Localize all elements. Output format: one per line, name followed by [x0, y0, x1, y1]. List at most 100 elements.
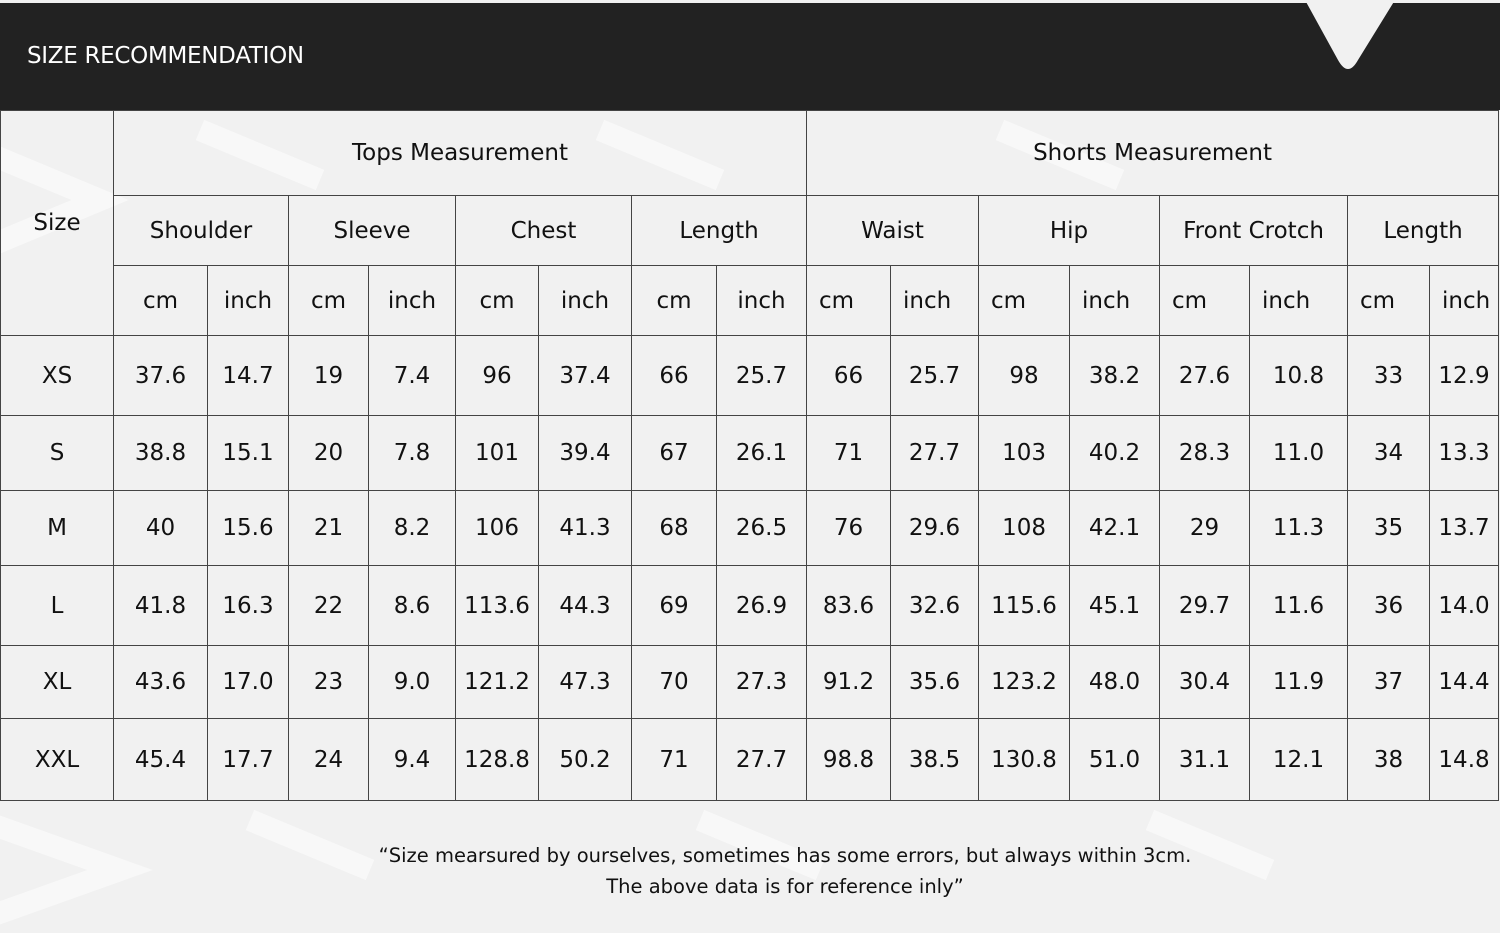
value-cell: 25.7 [890, 335, 980, 416]
value-cell: 14.8 [1429, 718, 1500, 801]
value-cell: 12.1 [1249, 718, 1349, 801]
value-cell: 101 [455, 415, 539, 491]
value-cell: 15.1 [207, 415, 289, 491]
unit-header: inch [890, 265, 980, 336]
value-cell: 11.3 [1249, 490, 1349, 566]
value-cell: 40 [113, 490, 208, 566]
value-cell: 106 [455, 490, 539, 566]
value-cell: 123.2 [978, 645, 1071, 719]
value-cell: 21 [288, 490, 369, 566]
value-cell: 11.9 [1249, 645, 1349, 719]
table-row: L 41.8 16.3 22 8.6 113.6 44.3 69 26.9 83.6 32.6 115… [0, 565, 1500, 646]
unit-header: cm [1159, 265, 1251, 336]
value-cell: 14.0 [1429, 565, 1500, 646]
group-header-row: Size Tops Measurement Shorts Measurement [0, 110, 1500, 336]
value-cell: 130.8 [978, 718, 1071, 801]
unit-header-row: cm inch cm inch cm inch cm inch cm inch cm inch cm in… [1, 265, 1500, 336]
value-cell: 7.8 [368, 415, 456, 491]
value-cell: 66 [631, 335, 717, 416]
value-cell: 30.4 [1159, 645, 1251, 719]
group-header: Tops Measurement [112, 110, 808, 196]
value-cell: 31.1 [1159, 718, 1251, 801]
value-cell: 29 [1159, 490, 1251, 566]
value-cell: 15.6 [207, 490, 289, 566]
value-cell: 45.4 [113, 718, 208, 801]
value-cell: 37.4 [538, 335, 632, 416]
value-cell: 103 [978, 415, 1071, 491]
value-cell: 39.4 [538, 415, 632, 491]
table-row: XS 37.6 14.7 19 7.4 96 37.4 66 25.7 66 25.7 98 38.2 2… [0, 335, 1500, 416]
unit-header: cm [113, 265, 208, 336]
size-column-header: Size [0, 110, 114, 336]
value-cell: 8.6 [368, 565, 456, 646]
value-cell: 38 [1347, 718, 1431, 801]
value-cell: 38.2 [1069, 335, 1161, 416]
value-cell: 47.3 [538, 645, 632, 719]
value-cell: 26.1 [715, 415, 808, 491]
value-cell: 26.5 [715, 490, 808, 566]
disclaimer-note: “Size mearsured by ourselves, sometimes … [0, 840, 1500, 902]
value-cell: 113.6 [455, 565, 539, 646]
measure-header: Chest [455, 195, 632, 266]
unit-header: cm [288, 265, 369, 336]
value-cell: 50.2 [538, 718, 632, 801]
table-row: XXL 45.4 17.7 24 9.4 128.8 50.2 71 27.7 98.8 38.5 1… [0, 718, 1500, 801]
value-cell: 51.0 [1069, 718, 1161, 801]
value-cell: 41.3 [538, 490, 632, 566]
table-row: M 40 15.6 21 8.2 106 41.3 68 26.5 76 29.6 108 42.1 29… [0, 490, 1500, 566]
value-cell: 66 [806, 335, 892, 416]
value-cell: 11.0 [1249, 415, 1349, 491]
value-cell: 37 [1347, 645, 1431, 719]
value-cell: 29.7 [1159, 565, 1251, 646]
unit-header: cm [455, 265, 539, 336]
value-cell: 14.4 [1429, 645, 1500, 719]
value-cell: 68 [631, 490, 717, 566]
value-cell: 25.7 [715, 335, 808, 416]
unit-header: inch [1249, 265, 1349, 336]
unit-header: inch [1429, 265, 1500, 336]
value-cell: 34 [1347, 415, 1431, 491]
size-cell: XL [0, 645, 114, 719]
value-cell: 29.6 [890, 490, 980, 566]
value-cell: 38.8 [113, 415, 208, 491]
value-cell: 8.2 [368, 490, 456, 566]
value-cell: 40.2 [1069, 415, 1161, 491]
value-cell: 91.2 [806, 645, 892, 719]
value-cell: 22 [288, 565, 369, 646]
measure-header: Waist [806, 195, 980, 266]
value-cell: 27.6 [1159, 335, 1251, 416]
value-cell: 108 [978, 490, 1071, 566]
size-cell: S [0, 415, 114, 491]
value-cell: 115.6 [978, 565, 1071, 646]
value-cell: 71 [806, 415, 892, 491]
unit-header: cm [1347, 265, 1431, 336]
value-cell: 76 [806, 490, 892, 566]
value-cell: 10.8 [1249, 335, 1349, 416]
value-cell: 27.7 [715, 718, 808, 801]
value-cell: 23 [288, 645, 369, 719]
value-cell: 35 [1347, 490, 1431, 566]
unit-header: cm [631, 265, 717, 336]
value-cell: 71 [631, 718, 717, 801]
measure-header-row: Shoulder Sleeve Chest Length Waist Hip Front C… [1, 195, 1500, 266]
value-cell: 13.7 [1429, 490, 1500, 566]
value-cell: 38.5 [890, 718, 980, 801]
value-cell: 32.6 [890, 565, 980, 646]
disclaimer-line-1: “Size mearsured by ourselves, sometimes … [378, 844, 1192, 867]
value-cell: 48.0 [1069, 645, 1161, 719]
value-cell: 19 [288, 335, 369, 416]
measure-header: Sleeve [288, 195, 456, 266]
value-cell: 9.0 [368, 645, 456, 719]
value-cell: 98 [978, 335, 1071, 416]
measure-header: Hip [978, 195, 1161, 266]
size-cell: XXL [0, 718, 114, 801]
value-cell: 44.3 [538, 565, 632, 646]
value-cell: 41.8 [113, 565, 208, 646]
measure-header: Length [630, 195, 808, 266]
value-cell: 20 [288, 415, 369, 491]
unit-header: inch [368, 265, 456, 336]
measure-header: Shoulder [113, 195, 289, 266]
notch-decoration [1305, 0, 1395, 69]
value-cell: 37.6 [113, 335, 208, 416]
size-cell: L [0, 565, 114, 646]
